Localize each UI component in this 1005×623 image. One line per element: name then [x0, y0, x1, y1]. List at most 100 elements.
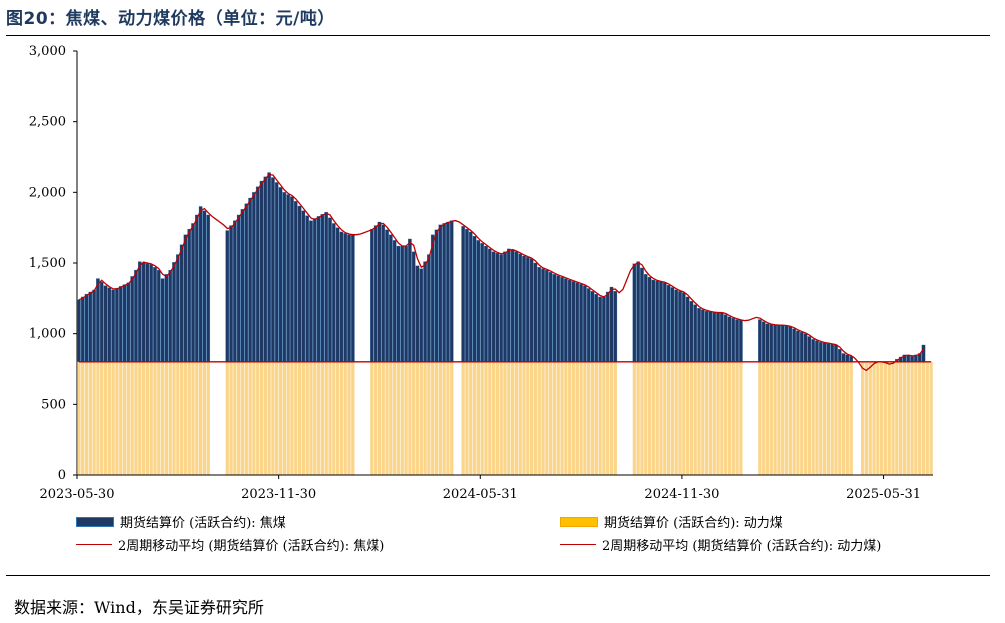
thermal-bar: [765, 361, 770, 475]
thermal-bar: [704, 361, 709, 475]
coking-bar: [602, 296, 606, 362]
thermal-bar: [92, 361, 96, 475]
thermal-bar: [244, 361, 248, 475]
coking-bar: [564, 278, 568, 362]
thermal-bar: [442, 361, 446, 475]
thermal-bar: [469, 361, 473, 475]
coking-bar: [552, 274, 557, 362]
thermal-bar: [860, 361, 865, 475]
thermal-bar: [647, 361, 652, 475]
coking-bar: [548, 272, 553, 362]
coking-bar: [921, 344, 926, 362]
thermal-bar: [918, 361, 922, 475]
thermal-bar: [309, 361, 313, 475]
coking-bar: [160, 278, 165, 362]
coking-bar: [252, 192, 256, 362]
thermal-bar: [529, 361, 534, 475]
coking-bar: [134, 269, 138, 362]
top-rule: [6, 35, 990, 36]
coking-bar: [780, 325, 785, 362]
thermal-bar: [206, 361, 210, 475]
coking-bar: [518, 253, 523, 362]
legend-thermal-bar-label: 期货结算价 (活跃合约): 动力煤: [604, 516, 783, 531]
thermal-bar: [164, 361, 169, 475]
thermal-bar: [252, 361, 256, 475]
thermal-bar: [431, 361, 435, 475]
coking-bar: [77, 299, 81, 362]
thermal-bar: [651, 361, 656, 475]
coking-bar: [499, 254, 503, 362]
coking-bar: [141, 262, 146, 362]
thermal-bar: [480, 361, 484, 475]
thermal-bar: [609, 361, 614, 475]
thermal-bar: [906, 361, 910, 475]
coking-bar: [906, 355, 911, 362]
legend-coking-ma: 2周期移动平均 (期货结算价 (活跃合约): 焦煤): [76, 535, 384, 554]
coking-bar: [910, 356, 914, 362]
thermal-bar: [408, 361, 412, 475]
legend-coking-ma-label: 2周期移动平均 (期货结算价 (活跃合约): 焦煤): [118, 539, 385, 554]
coking-bar: [556, 275, 561, 362]
moving-average-lines: [78, 174, 932, 372]
coking-ma-line: [78, 174, 925, 372]
coking-bar: [704, 310, 709, 362]
coking-bar: [701, 309, 705, 362]
coking-bar: [392, 240, 397, 362]
coking-bar: [332, 223, 336, 362]
thermal-bar: [663, 361, 667, 475]
coking-bar: [723, 314, 728, 362]
coking-bar: [514, 251, 519, 362]
coking-bar: [586, 288, 591, 362]
thermal-bar: [708, 361, 713, 475]
thermal-bar: [670, 361, 675, 475]
coking-bar: [640, 267, 644, 362]
coking-bar: [411, 251, 416, 362]
coking-bar: [312, 218, 317, 362]
coking-bar: [503, 251, 507, 362]
coking-bar: [88, 291, 93, 362]
coking-bar: [560, 276, 564, 362]
coking-bar: [465, 228, 469, 362]
coking-bar: [195, 214, 199, 362]
thermal-bar: [594, 361, 598, 475]
coking-bar: [815, 340, 819, 362]
thermal-bar: [929, 361, 933, 475]
thermal-bar: [556, 361, 560, 475]
thermal-bar: [537, 361, 541, 475]
thermal-bar: [682, 361, 686, 475]
coking-bar: [495, 252, 500, 362]
coking-bar: [845, 354, 850, 362]
coking-bar: [377, 221, 382, 362]
thermal-bar: [389, 361, 393, 475]
coking-bar: [468, 231, 473, 362]
thermal-bar: [419, 361, 423, 475]
thermal-bar: [697, 361, 701, 475]
thermal-bar: [122, 361, 127, 475]
coking-bar: [663, 282, 667, 362]
coking-bar: [799, 332, 804, 362]
thermal-bar: [191, 361, 195, 475]
coking-bar: [693, 304, 698, 362]
thermal-bar: [822, 361, 827, 475]
thermal-bar: [868, 361, 872, 475]
thermal-bar: [488, 361, 492, 475]
coking-bar: [168, 269, 172, 362]
thermal-bar: [465, 361, 469, 475]
coking-bar: [99, 281, 104, 362]
coking-bar: [423, 261, 427, 362]
coking-bar: [118, 286, 123, 362]
coking-bar: [164, 274, 169, 362]
coking-bar: [811, 339, 815, 362]
figure-title: 图20：焦煤、动力煤价格（单位：元/吨）: [6, 9, 335, 29]
coking-bar: [373, 225, 378, 362]
thermal-bar: [864, 361, 869, 475]
thermal-bar: [644, 361, 648, 475]
legend-coking-bar-label: 期货结算价 (活跃合约): 焦煤: [120, 516, 286, 531]
thermal-bar: [796, 361, 800, 475]
coking-bar: [351, 234, 355, 362]
thermal-bar: [678, 361, 682, 475]
x-tick-label: 2023-11-30: [241, 487, 316, 502]
coking-bar: [674, 289, 678, 362]
thermal-bar: [294, 361, 298, 475]
coking-bar: [507, 248, 511, 362]
